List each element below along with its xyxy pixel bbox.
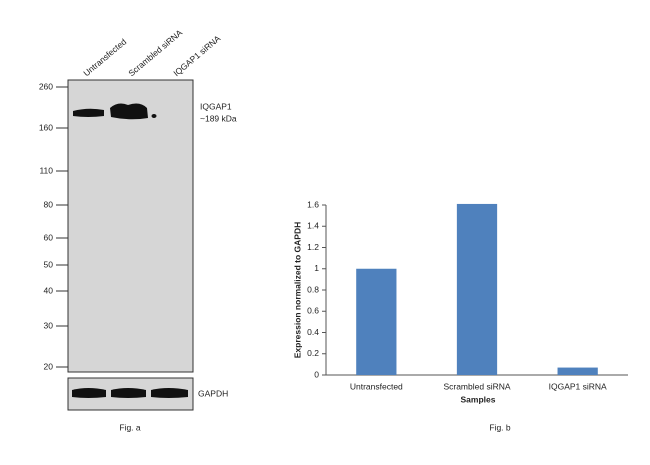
bands [72,103,188,398]
x-tick-label: Scrambled siRNA [443,381,510,391]
y-tick-label: 1.4 [307,221,319,231]
y-axis-title: Expression normalized to GAPDH [292,222,302,359]
band-size: ~189 kDa [200,113,237,123]
y-tick-label: 0 [314,369,319,379]
x-tick-label: Untransfected [350,381,403,391]
band [73,108,104,117]
band [151,388,188,398]
bar [356,268,397,375]
band [72,388,106,398]
x-axis-title: Samples [461,394,496,404]
x-tick-label: IQGAP1 siRNA [549,381,607,391]
y-tick-label: 0.4 [307,327,319,337]
lane-label: Untransfected [81,36,128,78]
y-tick-label: 0.2 [307,348,319,358]
caption: Fig. a [119,422,141,432]
band-label: IQGAP1 [200,101,232,111]
y-tick-label: 0.8 [307,284,319,294]
blot-panel [67,79,194,373]
y-tick-label: 1.6 [307,199,319,209]
lane-label: IQGAP1 siRNA [171,33,222,78]
band [111,388,146,398]
bar [557,367,598,375]
band [110,103,148,120]
marker-label: 40 [44,285,54,295]
marker-label: 260 [39,81,53,91]
marker-label: 80 [44,199,54,209]
y-tick-label: 1 [314,263,319,273]
marker-label: 20 [44,361,54,371]
band [151,114,157,118]
marker-label: 30 [44,320,54,330]
y-tick-label: 0.6 [307,306,319,316]
marker-label: 110 [39,165,53,175]
y-tick-label: 1.2 [307,242,319,252]
marker-label: 60 [44,232,54,242]
marker-label: 160 [39,122,53,132]
caption: Fig. b [489,422,511,432]
control-label: GAPDH [198,388,228,398]
bar [456,203,498,375]
marker-label: 50 [44,259,54,269]
